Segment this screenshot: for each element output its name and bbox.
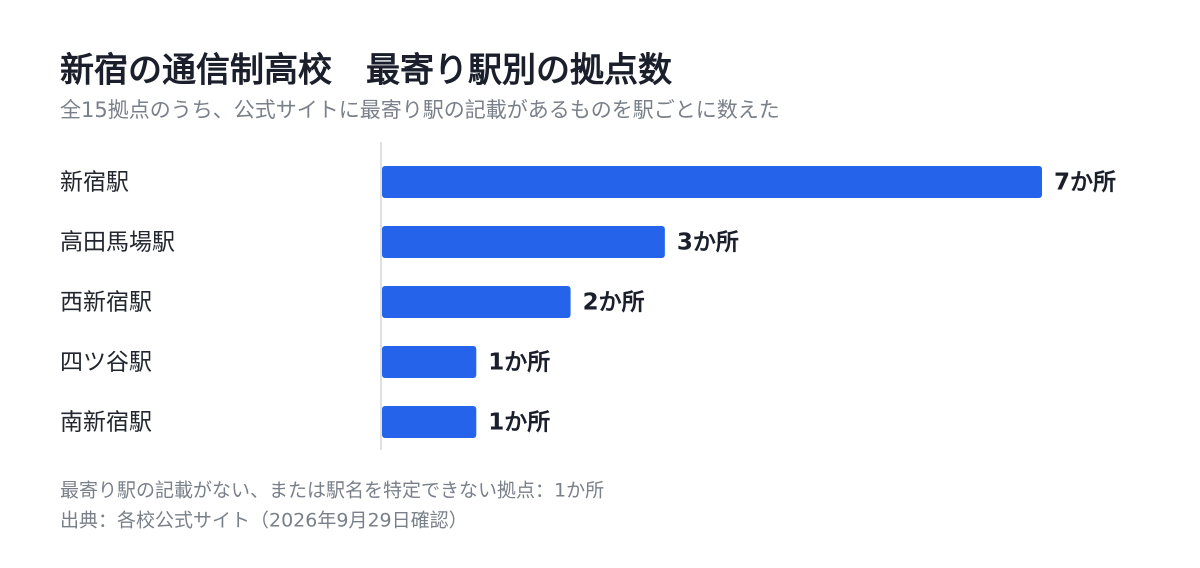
- chart-subtitle: 全15拠点のうち、公式サイトに最寄り駅の記載があるものを駅ごとに数えた: [60, 98, 780, 122]
- bar: [382, 406, 477, 438]
- value-label: 1か所: [488, 410, 550, 436]
- value-label: 7か所: [1054, 170, 1116, 196]
- category-label: 高田馬場駅: [60, 230, 175, 256]
- chart-title: 新宿の通信制高校 最寄り駅別の拠点数: [60, 51, 672, 91]
- bar: [382, 226, 665, 258]
- source-note: 出典：各校公式サイト（2026年9月29日確認）: [60, 510, 468, 532]
- value-label: 1か所: [488, 350, 550, 376]
- category-label: 南新宿駅: [60, 410, 152, 436]
- bar: [382, 346, 477, 378]
- category-label: 新宿駅: [60, 170, 129, 196]
- bar: [382, 286, 571, 318]
- value-label: 2か所: [583, 290, 645, 316]
- bar: [382, 166, 1042, 198]
- category-label: 西新宿駅: [60, 290, 152, 316]
- value-label: 3か所: [677, 230, 739, 256]
- footnote: 最寄り駅の記載がない、または駅名を特定できない拠点：1か所: [60, 480, 604, 502]
- category-label: 四ツ谷駅: [60, 350, 152, 376]
